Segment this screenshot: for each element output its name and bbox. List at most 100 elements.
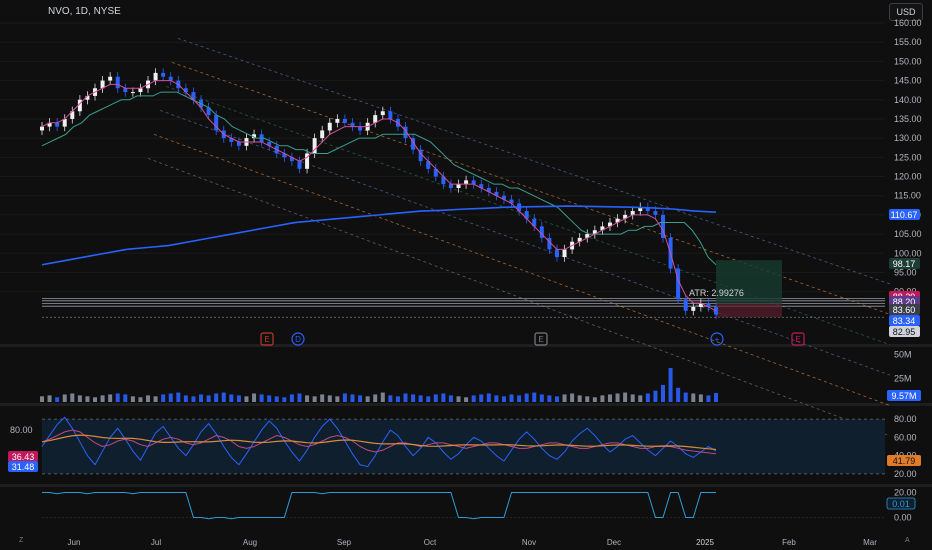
- candle-body: [47, 122, 52, 127]
- panel-separator: [0, 484, 932, 487]
- candle-body: [183, 88, 188, 93]
- volume-bar: [335, 396, 340, 402]
- candle-body: [138, 88, 143, 93]
- panel-separator: [0, 403, 932, 406]
- candle-body: [441, 176, 446, 185]
- candle-body: [509, 199, 514, 204]
- candle-body: [577, 237, 582, 242]
- candle-body: [70, 111, 75, 119]
- volume-bar: [653, 390, 658, 402]
- candle-body: [305, 153, 310, 169]
- price-tag: [889, 258, 920, 269]
- marker-label: E: [795, 335, 800, 344]
- candle-body: [289, 157, 294, 162]
- volume-bar: [183, 395, 188, 402]
- candle-body: [153, 72, 158, 81]
- candle-body: [320, 130, 325, 139]
- price-tag-label: 110.67: [891, 210, 918, 220]
- volume-bar: [244, 396, 249, 402]
- volume-last-label: 9.57M: [891, 391, 916, 401]
- price-tag: [889, 326, 920, 337]
- volume-bar: [221, 392, 226, 402]
- rsi-left-tag-2: 31.48: [12, 462, 35, 472]
- volume-bar: [55, 397, 60, 402]
- candle-body: [660, 214, 665, 238]
- candle-body: [236, 141, 241, 146]
- volume-bar: [168, 393, 173, 402]
- position-box-loss: [716, 303, 782, 318]
- x-axis-label: 2025: [696, 538, 714, 547]
- volume-bar: [320, 394, 325, 402]
- candle-body: [630, 211, 635, 215]
- ma-mid-line: [41, 91, 717, 266]
- event-marker: D: [291, 332, 305, 346]
- volume-bar: [668, 367, 673, 402]
- volume-bar: [373, 394, 378, 402]
- candle-body: [706, 303, 711, 307]
- x-axis-label: Sep: [337, 538, 352, 547]
- volume-bar: [380, 392, 385, 402]
- channel-line: [147, 157, 891, 437]
- marker-badge: [791, 332, 805, 346]
- price-tag: [889, 209, 920, 220]
- candle-body: [335, 118, 340, 123]
- marker-label: D: [295, 335, 301, 344]
- event-marker: E: [260, 332, 274, 346]
- candle-body: [214, 115, 219, 131]
- volume-bar: [146, 395, 151, 402]
- candle-body: [380, 111, 385, 116]
- volume-bar: [683, 392, 688, 402]
- atr-annotation: ATR: 2.99276: [689, 288, 744, 298]
- rsi-band: [42, 419, 885, 474]
- volume-bar: [115, 393, 120, 402]
- corner-label-right[interactable]: A: [905, 537, 910, 544]
- volume-bar: [403, 393, 408, 402]
- y-tick-label: 160.00: [894, 18, 922, 28]
- candle-body: [418, 149, 423, 162]
- volume-bar: [282, 397, 287, 402]
- price-tag: [889, 315, 920, 326]
- candle-body: [532, 218, 537, 227]
- volume-bar: [494, 395, 499, 402]
- volume-bar: [607, 394, 612, 402]
- volume-bar: [645, 393, 650, 402]
- candle-body: [539, 226, 544, 238]
- volume-bar: [524, 393, 529, 402]
- currency-button[interactable]: USD: [889, 3, 923, 21]
- candle-body: [653, 211, 658, 215]
- x-axis-label: Aug: [243, 538, 257, 547]
- y-tick-label: 115.00: [894, 191, 921, 201]
- candle-body: [486, 188, 491, 192]
- rsi-left-label: 80.00: [10, 425, 33, 435]
- volume-bar: [297, 393, 302, 402]
- rsi-left-tag: [8, 451, 38, 462]
- volume-bar: [229, 394, 234, 402]
- volume-bar: [358, 395, 363, 402]
- candle-body: [267, 141, 272, 146]
- volume-bar: [570, 393, 575, 402]
- volume-bar: [350, 394, 355, 402]
- candle-body: [645, 207, 650, 212]
- volume-bar: [388, 395, 393, 402]
- y-tick-label: 120.00: [894, 172, 922, 182]
- volume-bar: [471, 395, 476, 402]
- candle-body: [562, 249, 567, 258]
- volume-bar: [108, 394, 113, 402]
- candle-body: [358, 126, 363, 131]
- candle-body: [327, 122, 332, 131]
- rsi-y-tick: 20.00: [894, 469, 917, 479]
- volume-bar: [486, 393, 491, 402]
- marker-badge: [260, 332, 274, 346]
- volume-bar: [199, 394, 204, 402]
- corner-label-left[interactable]: Z: [19, 537, 24, 544]
- candle-body: [471, 180, 476, 185]
- candle-body: [168, 76, 173, 81]
- volume-bar: [509, 394, 514, 402]
- y-tick-label: 150.00: [894, 56, 922, 66]
- volume-bar: [236, 395, 241, 402]
- candle-body: [426, 161, 431, 169]
- rsi-right-label: 41.79: [893, 456, 916, 466]
- volume-bar: [305, 395, 310, 402]
- candle-body: [85, 95, 90, 100]
- volume-bar: [532, 392, 537, 402]
